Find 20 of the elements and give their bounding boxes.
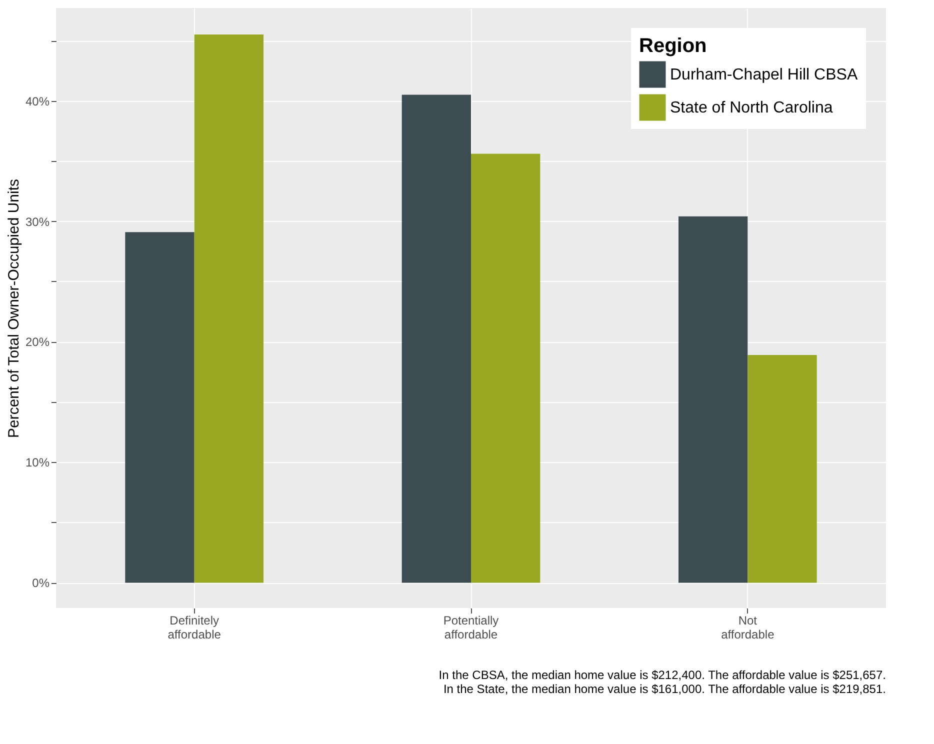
bar xyxy=(678,216,748,583)
text: In the State, the median home value is $161,000. The affordable value is $219,851. xyxy=(443,682,886,696)
y-tick-label: 40% xyxy=(25,94,50,108)
y-tick-label: 0% xyxy=(32,576,50,590)
x-tick-label: Definitely affordable xyxy=(168,614,222,642)
bar xyxy=(748,354,817,583)
bar xyxy=(402,94,471,583)
legend-title: Region xyxy=(639,35,707,57)
x-tick-label: Potentially affordable xyxy=(443,614,499,642)
text: In the CBSA, the median home value is $212,400. The affordable value is $251,657. xyxy=(438,668,886,682)
y-tick-label: 20% xyxy=(25,335,50,350)
bar xyxy=(194,34,264,583)
legend-label: Durham-Chapel Hill CBSA xyxy=(670,66,858,84)
bar xyxy=(471,154,540,583)
y-axis-title: Percent of Total Owner-Occupied Units xyxy=(5,178,22,438)
y-tick-label: 30% xyxy=(25,214,50,229)
y-tick-label: 10% xyxy=(25,456,50,470)
bar xyxy=(125,232,194,583)
legend-label: State of North Carolina xyxy=(670,100,833,116)
x-tick-label: Not affordable xyxy=(721,614,775,642)
